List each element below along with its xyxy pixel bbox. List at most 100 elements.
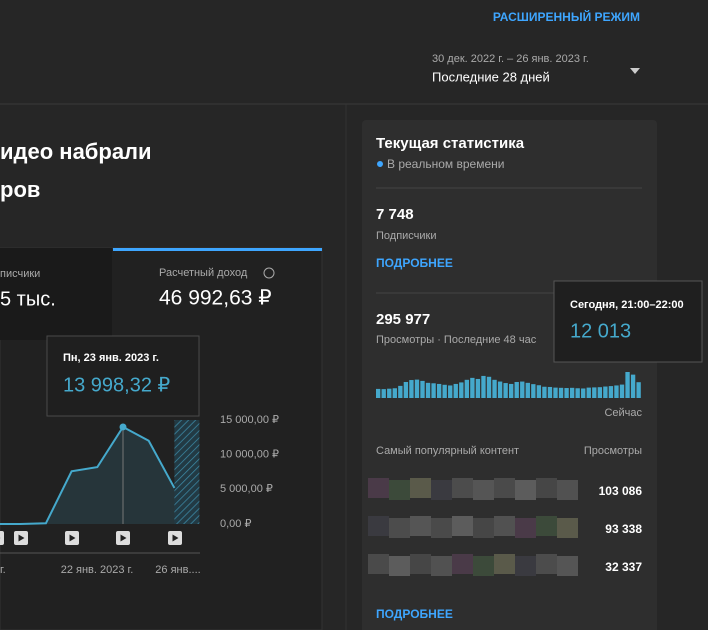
realtime-title: Текущая статистика	[376, 135, 525, 152]
incomplete-range	[174, 420, 200, 524]
bar	[575, 388, 580, 398]
bar	[398, 385, 403, 398]
tab-indicator	[113, 248, 322, 251]
bar	[387, 388, 392, 398]
bar	[547, 386, 553, 398]
info-icon[interactable]	[263, 267, 275, 279]
area	[0, 426, 175, 524]
tooltip: Пн, 23 янв. 2023 г. 13 998,32 ₽	[46, 335, 200, 417]
thumb-tile	[536, 478, 557, 498]
bar	[525, 382, 530, 398]
thumb-tile	[515, 556, 536, 576]
live-dot	[377, 161, 383, 167]
bar	[509, 383, 514, 398]
tooltip-date: Пн, 23 янв. 2023 г.	[63, 352, 159, 364]
bar	[542, 386, 547, 398]
point	[119, 423, 127, 431]
bar	[531, 384, 536, 398]
tab-label: Расчетный доход	[159, 267, 248, 279]
thumbnails: 103 086 93 338 32 337	[368, 478, 642, 576]
bar	[520, 381, 525, 398]
x-label: г.	[0, 564, 6, 576]
subscriber-count: 7 748	[376, 206, 414, 223]
play-icon	[69, 534, 76, 542]
now-label: Сейчас	[604, 407, 642, 419]
bar	[436, 383, 442, 398]
thumb-tile	[389, 518, 410, 538]
thumb-tile	[557, 480, 578, 500]
headline: ров	[0, 177, 40, 202]
date-range: 30 дек. 2022 г. – 26 янв. 2023 г.	[432, 53, 589, 65]
tab[interactable]	[0, 248, 112, 340]
thumb-tile	[389, 480, 410, 500]
tooltip-value: 13 998,32 ₽	[63, 374, 171, 396]
bar	[569, 387, 575, 398]
line	[0, 425, 176, 525]
bar	[481, 375, 486, 398]
bar	[409, 380, 414, 398]
view-count: 93 338	[605, 522, 642, 536]
realtime-card	[362, 120, 657, 630]
play-icon	[18, 534, 25, 542]
bar	[453, 383, 458, 398]
thumb-tile	[494, 478, 515, 498]
bar	[625, 372, 630, 398]
tab-label: писчики	[0, 268, 40, 280]
thumb-tile	[515, 518, 536, 538]
views-count: 295 977	[376, 311, 430, 328]
thumb-tile	[389, 556, 410, 576]
more-link[interactable]: ПОДРОБНЕЕ	[376, 256, 453, 270]
bar	[630, 374, 636, 398]
line-chart	[0, 420, 200, 525]
thumb-tile	[536, 516, 557, 536]
play-icon	[172, 534, 179, 542]
bar	[459, 382, 464, 398]
column-heading: Просмотры	[584, 445, 642, 457]
y-tick-label: 10 000,00 ₽	[220, 449, 279, 461]
bar	[536, 385, 542, 398]
video-markers	[0, 531, 182, 545]
bar	[553, 387, 558, 398]
bar	[619, 384, 625, 398]
bar	[414, 379, 420, 398]
thumb-tile	[431, 518, 452, 538]
bar	[376, 388, 381, 398]
bar	[392, 388, 397, 398]
top-content-heading: Самый популярный контент	[376, 445, 519, 457]
bar	[586, 387, 591, 398]
thumb-tile	[410, 478, 431, 498]
thumb-tile	[452, 478, 473, 498]
bar	[558, 387, 564, 398]
tab-value: 5 тыс.	[0, 288, 56, 310]
thumb-tile	[368, 516, 389, 536]
y-tick-label: 5 000,00 ₽	[220, 483, 273, 495]
bar	[581, 388, 586, 398]
x-label: 26 янв....	[155, 564, 200, 576]
video-marker	[0, 531, 4, 545]
tooltip-box	[553, 280, 703, 363]
x-label: 22 янв. 2023 г.	[61, 564, 134, 576]
thumb-tile	[473, 556, 494, 576]
thumb-tile	[431, 480, 452, 500]
advanced-mode[interactable]: РАСШИРЕННЫЙ РЕЖИМ	[493, 9, 640, 24]
more-link[interactable]: ПОДРОБНЕЕ	[376, 607, 453, 621]
thumb-tile	[536, 554, 557, 574]
thumb-tile	[557, 518, 578, 538]
bar	[514, 381, 519, 398]
y-tick-label: 0,00 ₽	[220, 518, 251, 530]
bar	[603, 386, 608, 398]
thumb-tile	[452, 516, 473, 536]
bar	[636, 382, 641, 398]
thumb-tile	[473, 518, 494, 538]
thumb-tile	[410, 554, 431, 574]
view-count: 32 337	[605, 560, 642, 574]
bar	[425, 382, 431, 398]
dropdown-arrow[interactable]	[630, 68, 640, 74]
thumb-tile	[410, 516, 431, 536]
bar	[614, 385, 619, 398]
period[interactable]: Последние 28 дней	[432, 69, 550, 84]
bar	[442, 384, 447, 398]
bar	[486, 376, 492, 398]
